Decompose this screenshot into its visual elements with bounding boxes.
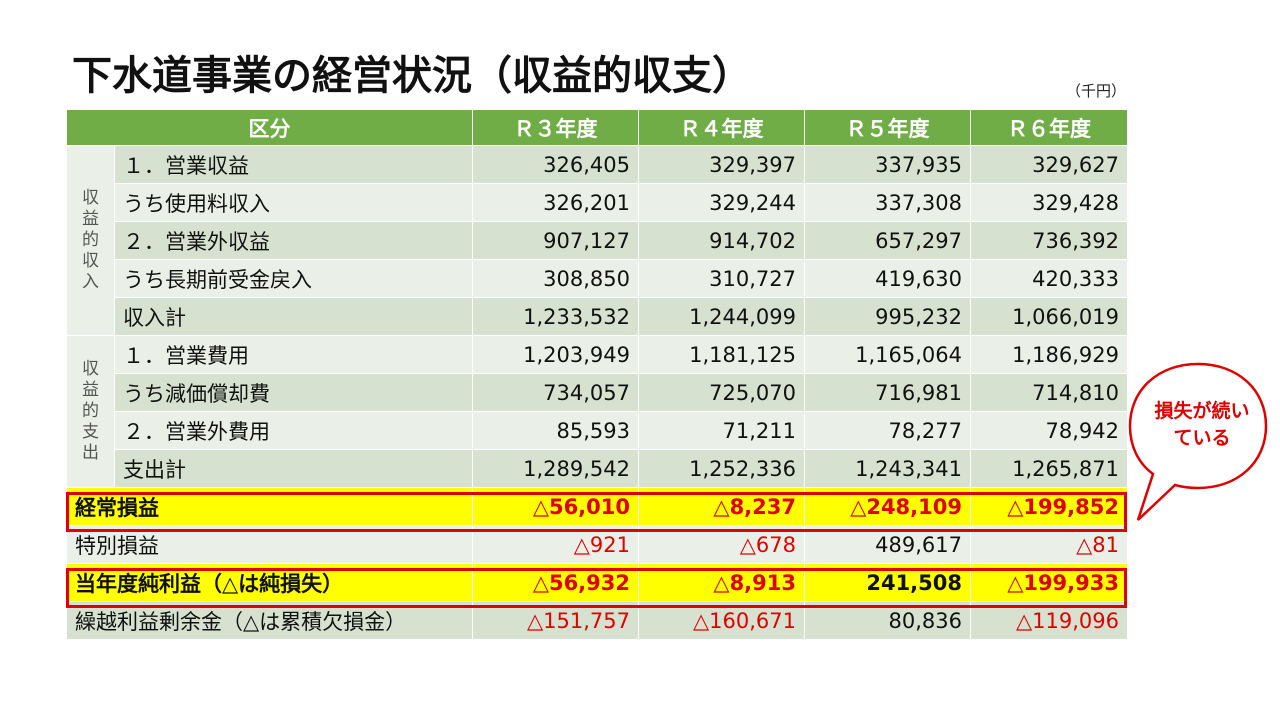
cell-value: 1,244,099 bbox=[638, 297, 805, 336]
cell-value: 329,428 bbox=[970, 183, 1128, 222]
page-title: 下水道事業の経営状況（収益的収支） bbox=[72, 53, 752, 99]
row-label: 特別損益 bbox=[66, 525, 473, 564]
cell-value: 716,981 bbox=[804, 373, 971, 412]
cell-value: 914,702 bbox=[638, 221, 805, 260]
cell-value: 80,836 bbox=[804, 601, 971, 640]
row-label: うち長期前受金戻入 bbox=[114, 259, 473, 298]
callout-bubble-icon bbox=[1128, 362, 1268, 521]
cell-value: △8,237 bbox=[638, 487, 805, 526]
cell-value: 310,727 bbox=[638, 259, 805, 298]
row-label: 経常損益 bbox=[66, 487, 473, 526]
cell-value: 329,397 bbox=[638, 145, 805, 184]
table-row: ２．営業外収益 907,127 914,702 657,297 736,392 bbox=[67, 221, 1128, 260]
cell-value: 1,243,341 bbox=[804, 449, 971, 488]
table-row-net-profit: 当年度純利益（△は純損失） △56,932 △8,913 241,508 △19… bbox=[66, 563, 1128, 602]
row-label: １．営業収益 bbox=[114, 145, 473, 184]
cell-value: △248,109 bbox=[804, 487, 971, 526]
cell-value: 1,181,125 bbox=[638, 335, 805, 374]
table-row: 収入計 1,233,532 1,244,099 995,232 1,066,01… bbox=[67, 297, 1128, 336]
cell-value: 734,057 bbox=[472, 373, 639, 412]
cell-value: 308,850 bbox=[472, 259, 639, 298]
cell-value: △199,933 bbox=[970, 563, 1128, 602]
table-row: うち減価償却費 734,057 725,070 716,981 714,810 bbox=[67, 373, 1128, 412]
cell-value: 419,630 bbox=[804, 259, 971, 298]
row-label: 支出計 bbox=[114, 449, 473, 488]
table-row: 特別損益 △921 △678 489,617 △81 bbox=[66, 525, 1128, 564]
cell-value: 1,252,336 bbox=[638, 449, 805, 488]
header-r4: Ｒ４年度 bbox=[638, 109, 805, 146]
header-r6: Ｒ６年度 bbox=[970, 109, 1128, 146]
cell-value: 995,232 bbox=[804, 297, 971, 336]
cell-value: 78,277 bbox=[804, 411, 971, 450]
cell-value: 725,070 bbox=[638, 373, 805, 412]
table-header-row: 区分 Ｒ３年度 Ｒ４年度 Ｒ５年度 Ｒ６年度 bbox=[66, 109, 1128, 146]
cell-value: 1,289,542 bbox=[472, 449, 639, 488]
cell-value: 329,244 bbox=[638, 183, 805, 222]
cell-value: 85,593 bbox=[472, 411, 639, 450]
cell-value: 326,201 bbox=[472, 183, 639, 222]
finance-table: 区分 Ｒ３年度 Ｒ４年度 Ｒ５年度 Ｒ６年度 収益的収入 １．営業収益 326,… bbox=[66, 109, 1128, 640]
table-row: 収益的支出 １．営業費用 1,203,949 1,181,125 1,165,0… bbox=[66, 335, 1128, 488]
cell-value: △119,096 bbox=[970, 601, 1128, 640]
cell-value: 1,066,019 bbox=[970, 297, 1128, 336]
cell-value: △921 bbox=[472, 525, 639, 564]
row-label: 繰越利益剰余金（△は累積欠損金） bbox=[66, 601, 473, 640]
table-row: うち長期前受金戻入 308,850 310,727 419,630 420,33… bbox=[67, 259, 1128, 298]
cell-value: 1,186,929 bbox=[970, 335, 1128, 374]
cell-value: △8,913 bbox=[638, 563, 805, 602]
row-label: １．営業費用 bbox=[114, 335, 473, 374]
cell-value: 1,265,871 bbox=[970, 449, 1128, 488]
table-row-ordinary-profit: 経常損益 △56,010 △8,237 △248,109 △199,852 bbox=[66, 487, 1128, 526]
row-label: 収入計 bbox=[114, 297, 473, 336]
callout-text: 損失が続いている bbox=[1154, 400, 1250, 449]
row-label: 当年度純利益（△は純損失） bbox=[66, 563, 473, 602]
cell-value: 489,617 bbox=[804, 525, 971, 564]
cell-value: △678 bbox=[638, 525, 805, 564]
cell-value: 1,165,064 bbox=[804, 335, 971, 374]
cell-value: 736,392 bbox=[970, 221, 1128, 260]
cell-value: △199,852 bbox=[970, 487, 1128, 526]
cell-value: 326,405 bbox=[472, 145, 639, 184]
cell-value: 714,810 bbox=[970, 373, 1128, 412]
row-label: ２．営業外収益 bbox=[114, 221, 473, 260]
cell-value: 1,203,949 bbox=[472, 335, 639, 374]
row-label: うち減価償却費 bbox=[114, 373, 473, 412]
cell-value: △56,932 bbox=[472, 563, 639, 602]
cell-value: △81 bbox=[970, 525, 1128, 564]
cell-value: 907,127 bbox=[472, 221, 639, 260]
cell-value: 241,508 bbox=[804, 563, 971, 602]
row-label: ２．営業外費用 bbox=[114, 411, 473, 450]
cell-value: 329,627 bbox=[970, 145, 1128, 184]
header-r3: Ｒ３年度 bbox=[472, 109, 639, 146]
cell-value: △160,671 bbox=[638, 601, 805, 640]
group-label-expense: 収益的支出 bbox=[66, 335, 115, 488]
cell-value: 78,942 bbox=[970, 411, 1128, 450]
table-row: 支出計 1,289,542 1,252,336 1,243,341 1,265,… bbox=[67, 449, 1128, 488]
table-row: うち使用料収入 326,201 329,244 337,308 329,428 bbox=[67, 183, 1128, 222]
header-category: 区分 bbox=[66, 109, 473, 146]
table-row: 収益的収入 １．営業収益 326,405 329,397 337,935 329… bbox=[66, 145, 1128, 336]
cell-value: 337,308 bbox=[804, 183, 971, 222]
cell-value: 337,935 bbox=[804, 145, 971, 184]
cell-value: 420,333 bbox=[970, 259, 1128, 298]
cell-value: 1,233,532 bbox=[472, 297, 639, 336]
unit-label: （千円） bbox=[1066, 82, 1127, 100]
table-row: ２．営業外費用 85,593 71,211 78,277 78,942 bbox=[67, 411, 1128, 450]
cell-value: △151,757 bbox=[472, 601, 639, 640]
cell-value: 657,297 bbox=[804, 221, 971, 260]
table-row: 繰越利益剰余金（△は累積欠損金） △151,757 △160,671 80,83… bbox=[66, 601, 1128, 640]
row-label: うち使用料収入 bbox=[114, 183, 473, 222]
cell-value: △56,010 bbox=[472, 487, 639, 526]
group-label-revenue: 収益的収入 bbox=[66, 145, 115, 336]
cell-value: 71,211 bbox=[638, 411, 805, 450]
header-r5: Ｒ５年度 bbox=[804, 109, 971, 146]
